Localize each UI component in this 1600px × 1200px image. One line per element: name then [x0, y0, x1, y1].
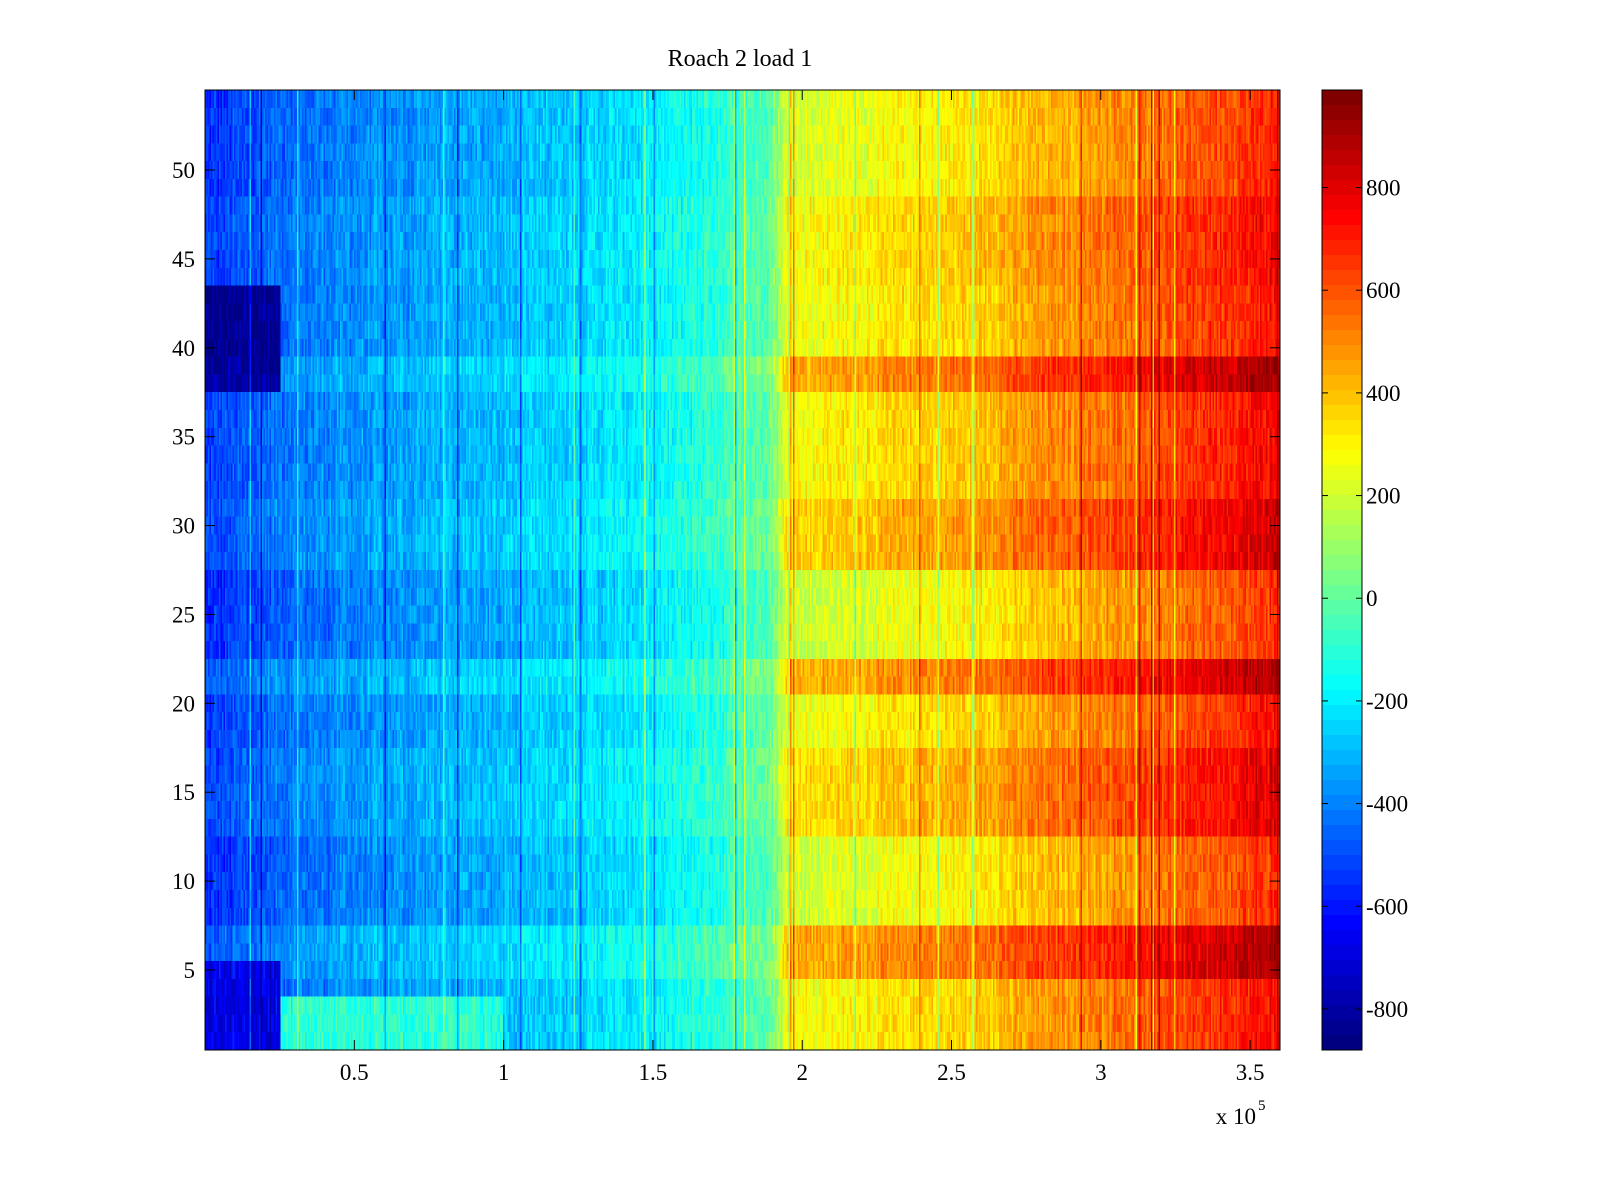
- y-tick-label: 35: [172, 425, 195, 450]
- colorbar-tick-label: -400: [1366, 792, 1408, 817]
- colorbar-tick-label: 200: [1366, 484, 1401, 509]
- colorbar: -800 -600 -400 -200 0 200 400 600 800: [1321, 89, 1408, 1051]
- heatmap-plot: 0.5 1 1.5 2 2.5 3 3.5 5 10 15 20 25 30 35 40 45 50 x 10…: [172, 89, 1281, 1129]
- colorbar-tick-label: -800: [1366, 997, 1408, 1022]
- heatmap-cells: [205, 90, 1280, 1050]
- colorbar-tick-label: 600: [1366, 278, 1401, 303]
- colorbar-tick-label: 400: [1366, 381, 1401, 406]
- x-tick-label: 2.5: [937, 1060, 966, 1085]
- colorbar-tick-label: 0: [1366, 586, 1378, 611]
- colorbar-tick-label: -600: [1366, 894, 1408, 919]
- x-exponent-power: 5: [1258, 1098, 1266, 1114]
- x-tick-label: 3: [1095, 1060, 1107, 1085]
- y-tick-label: 45: [172, 247, 195, 272]
- y-tick-label: 20: [172, 691, 195, 716]
- y-tick-label: 15: [172, 780, 195, 805]
- y-tick-label: 30: [172, 514, 195, 539]
- colorbar-frame: [1321, 89, 1363, 1051]
- y-axis-ticks: 5 10 15 20 25 30 35 40 45 50: [172, 158, 1280, 983]
- plot-frame: [204, 89, 1281, 1051]
- x-axis-ticks: 0.5 1 1.5 2 2.5 3 3.5: [340, 90, 1265, 1085]
- colorbar-gradient: [1322, 90, 1362, 1050]
- colorbar-tick-label: 800: [1366, 176, 1401, 201]
- x-tick-label: 1: [498, 1060, 510, 1085]
- colorbar-tick-label: -200: [1366, 689, 1408, 714]
- chart-title: Roach 2 load 1: [668, 46, 813, 72]
- y-tick-label: 50: [172, 158, 195, 183]
- y-tick-label: 10: [172, 869, 195, 894]
- x-tick-label: 0.5: [340, 1060, 369, 1085]
- x-tick-label: 3.5: [1236, 1060, 1265, 1085]
- colorbar-ticks: -800 -600 -400 -200 0 200 400 600 800: [1322, 176, 1408, 1022]
- x-tick-label: 1.5: [639, 1060, 668, 1085]
- y-tick-label: 25: [172, 602, 195, 627]
- x-tick-label: 2: [796, 1060, 808, 1085]
- y-tick-label: 40: [172, 336, 195, 361]
- x-exponent-base: x 10: [1216, 1104, 1256, 1129]
- y-tick-label: 5: [184, 958, 196, 983]
